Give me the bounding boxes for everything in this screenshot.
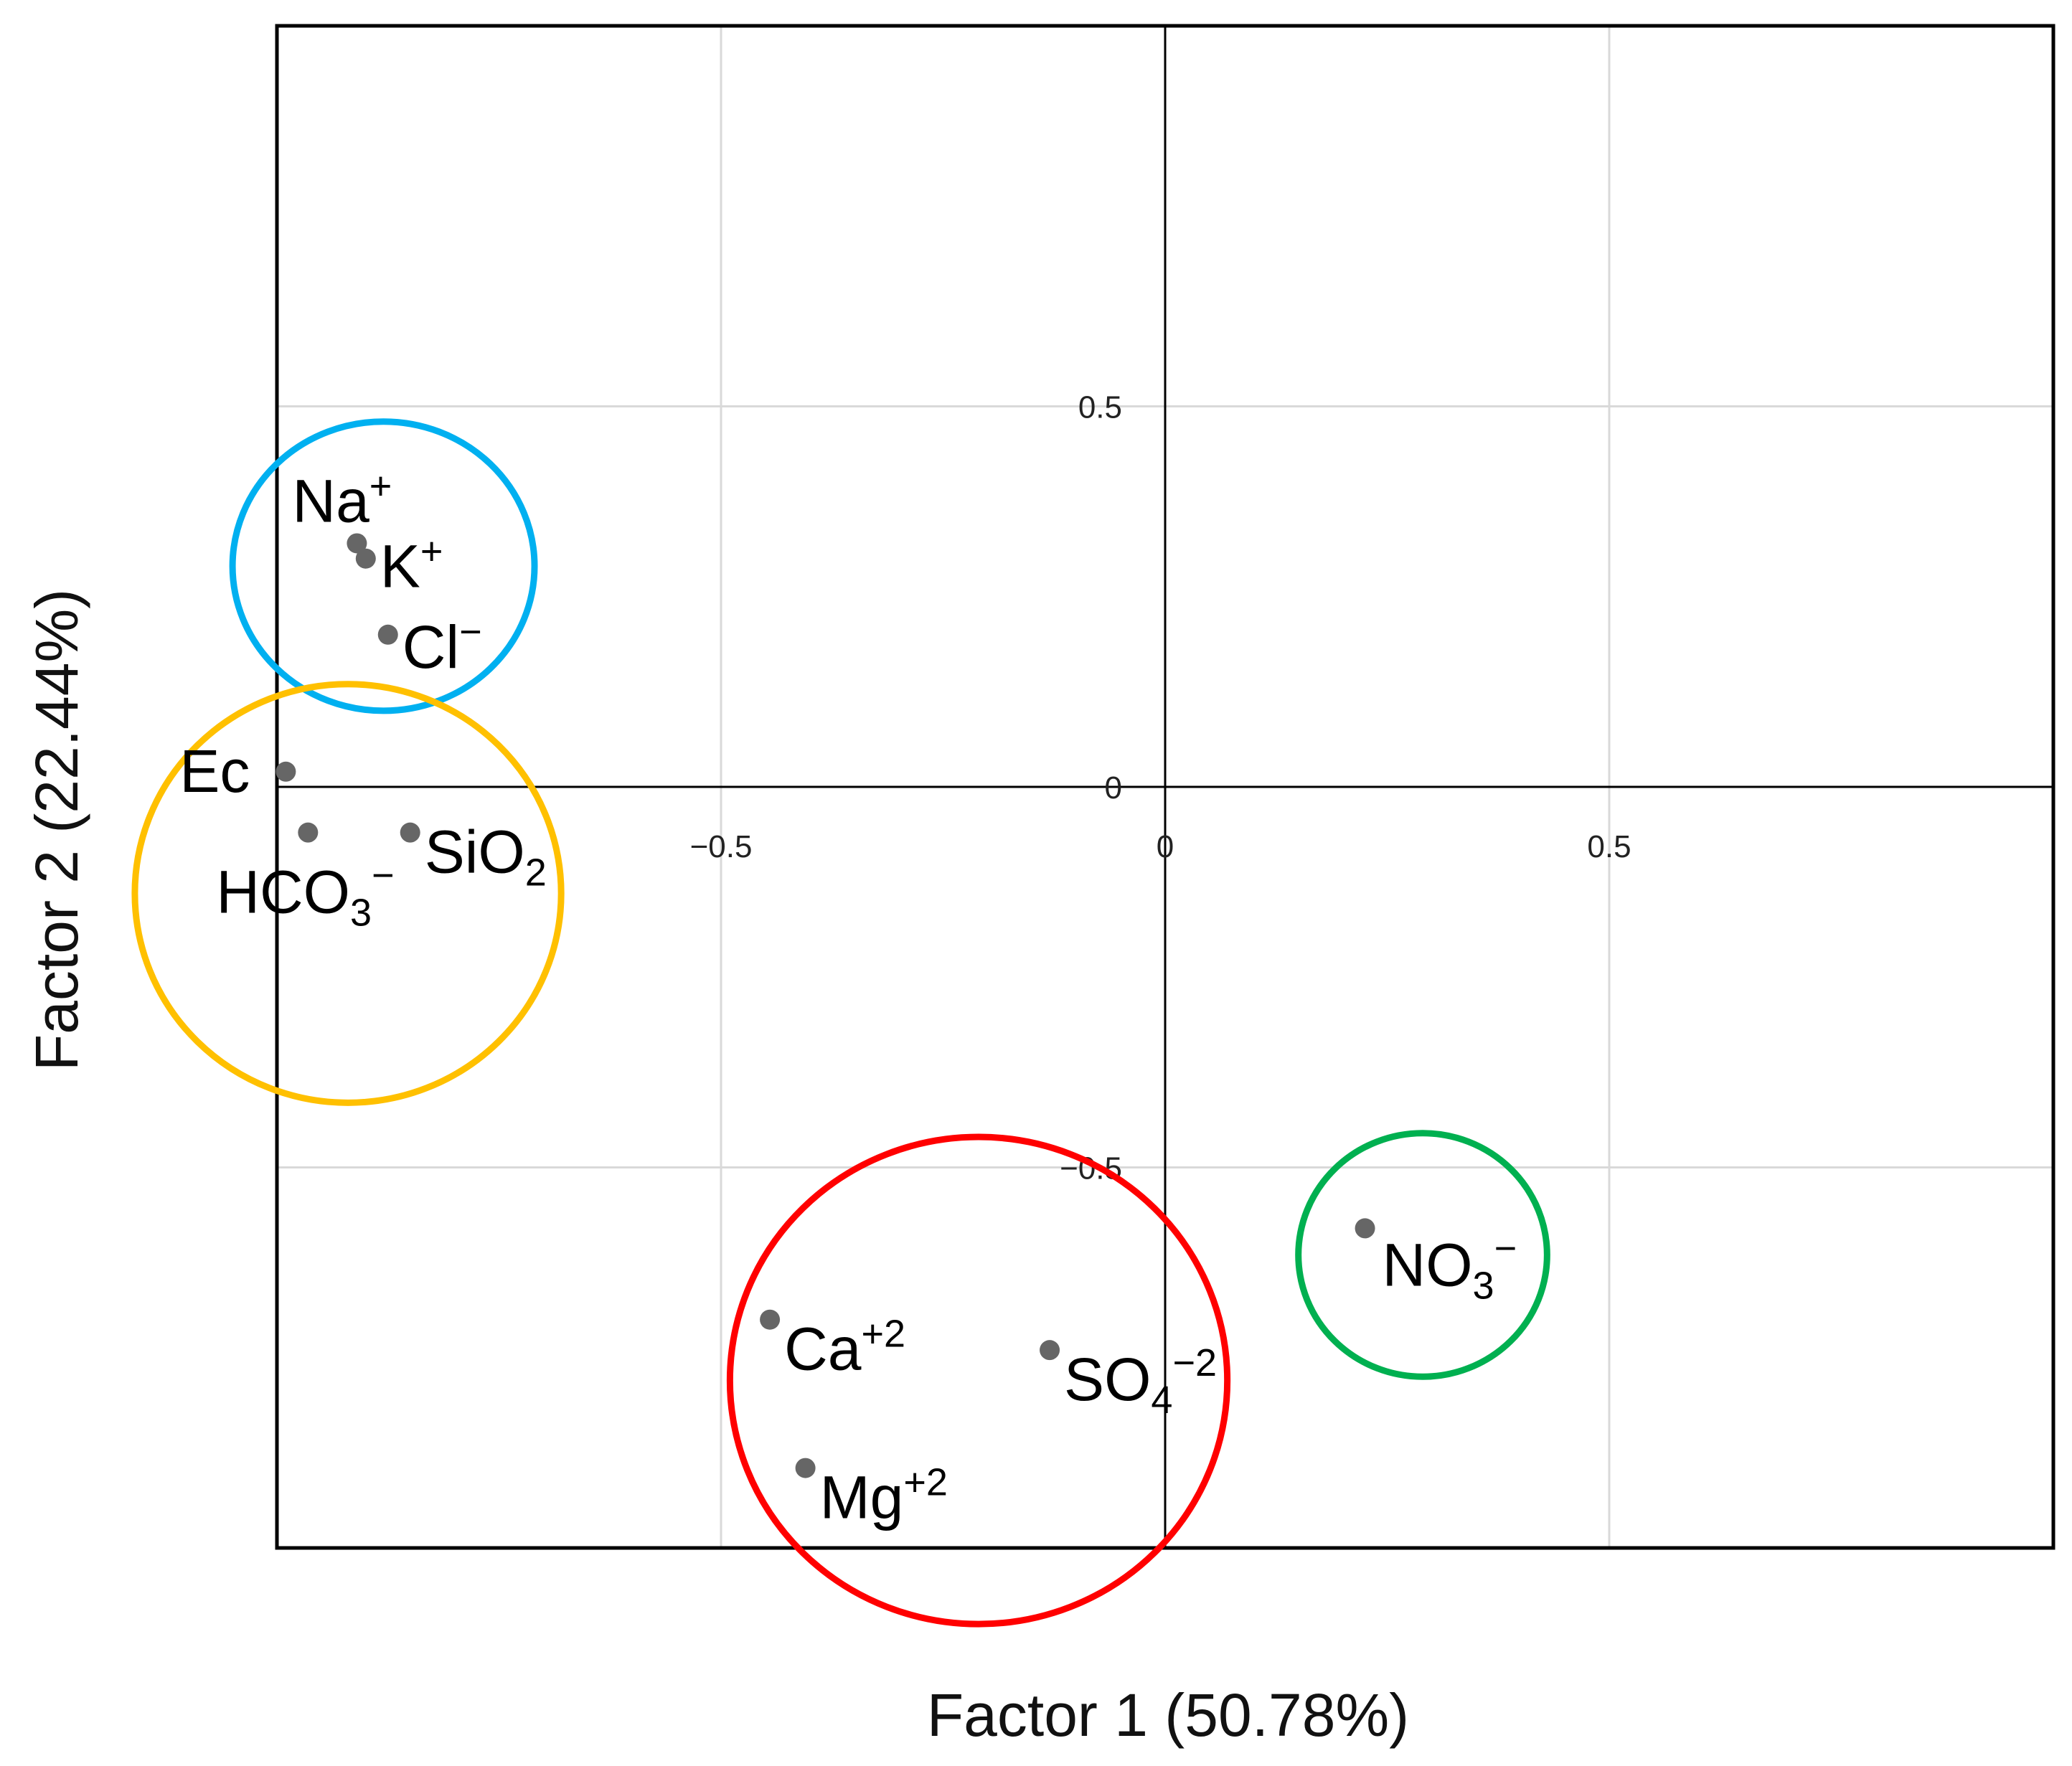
point-k <box>355 548 376 569</box>
point-label-ca: Ca+2 <box>784 1313 905 1383</box>
data-points <box>276 533 1375 1478</box>
x-tick-label: 0 <box>1157 829 1174 864</box>
point-no3 <box>1355 1218 1375 1239</box>
x-axis-title: Factor 1 (50.78%) <box>927 1681 1409 1749</box>
point-label-k: K+ <box>380 530 443 600</box>
point-label-ec: Ec <box>179 737 250 805</box>
point-mg <box>795 1458 816 1478</box>
y-tick-label: 0 <box>1105 770 1122 806</box>
x-tick-label: −0.5 <box>690 829 753 864</box>
cluster-circle-blue <box>229 418 538 714</box>
point-ec <box>276 761 296 782</box>
plot-frame <box>275 24 2055 1550</box>
point-label-so4: SO4−2 <box>1064 1341 1217 1422</box>
point-label-hco3: HCO3− <box>216 854 394 935</box>
point-label-no3: NO3− <box>1383 1227 1517 1307</box>
zero-axes <box>277 26 2053 1548</box>
cluster-circle-orange <box>131 681 565 1106</box>
tick-labels: −0.5 0 0.50.50−0.5 <box>690 390 1631 1186</box>
point-label-cl: Cl− <box>402 610 482 681</box>
cluster-circle-red <box>726 1133 1231 1628</box>
point-label-mg: Mg+2 <box>820 1461 948 1531</box>
x-tick-label: 0.5 <box>1587 829 1631 864</box>
point-na <box>347 533 367 554</box>
point-label-na: Na+ <box>292 464 392 534</box>
point-labels: Na+K+ Cl− Ec HCO3− SiO2 Ca+2 SO4−2 Mg+2 NO3− <box>179 464 1517 1531</box>
point-cl <box>377 624 398 645</box>
point-so4 <box>1040 1340 1060 1361</box>
point-sio2 <box>400 822 420 843</box>
cluster-circle-green <box>1295 1130 1550 1380</box>
point-label-sio2: SiO2 <box>425 818 547 894</box>
y-axis-title: Factor 2 (22.44%) <box>23 589 90 1071</box>
point-ca <box>760 1309 781 1330</box>
y-tick-label: 0.5 <box>1078 390 1122 425</box>
point-hco3 <box>298 822 319 843</box>
cluster-circles <box>131 418 1550 1628</box>
